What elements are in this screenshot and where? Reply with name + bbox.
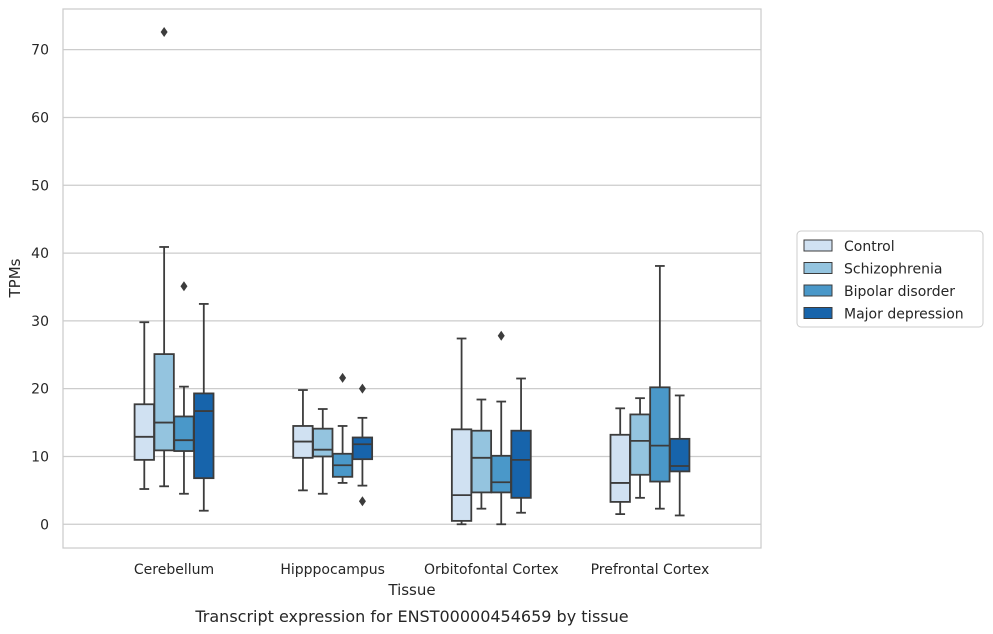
box-schizophrenia-hipppocampus: [312, 408, 334, 495]
box-control-prefrontal-cortex: [609, 407, 631, 516]
box-bipolar-disorder-hipppocampus: [331, 372, 354, 484]
y-tick-label: 30: [31, 314, 49, 330]
legend-label: Bipolar disorder: [844, 284, 955, 300]
y-tick-label: 50: [31, 178, 49, 194]
x-axis-label: Tissue: [387, 581, 435, 599]
y-tick-label: 0: [40, 517, 49, 533]
box-iqr: [173, 415, 195, 452]
box-iqr: [609, 433, 631, 503]
box-iqr: [490, 454, 512, 494]
box-major-depression-orbitofontal-cortex: [510, 377, 532, 514]
y-tick-label: 60: [31, 110, 49, 126]
box-iqr: [629, 413, 651, 476]
box-iqr: [153, 353, 175, 452]
x-tick-label: Hipppocampus: [280, 562, 385, 578]
box-control-cerebellum: [133, 321, 155, 490]
series-major-depression: [193, 303, 691, 517]
y-tick-label: 40: [31, 246, 49, 262]
box-iqr: [351, 436, 374, 461]
box-iqr: [669, 437, 691, 473]
legend-item: Major depression: [803, 307, 964, 323]
y-axis-ticks: 0 10 20 30 40 50 60 70: [31, 43, 49, 534]
legend-label: Control: [844, 239, 895, 255]
outlier-point: [160, 27, 168, 38]
box-series-group: [133, 27, 691, 526]
box-iqr: [470, 429, 493, 494]
legend-swatch: [803, 284, 833, 297]
legend-label: Schizophrenia: [844, 262, 942, 278]
x-axis-ticks: Cerebellum Hipppocampus Orbitofontal Corte…: [134, 562, 709, 578]
outlier-point: [339, 372, 347, 383]
chart-caption: Transcript expression for ENST0000045465…: [194, 607, 628, 626]
x-tick-label: Orbitofontal Cortex: [424, 562, 559, 578]
outlier-point: [358, 383, 366, 394]
box-bipolar-disorder-prefrontal-cortex: [649, 265, 671, 510]
box-control-orbitofontal-cortex: [450, 337, 473, 526]
outlier-point: [358, 496, 366, 507]
box-major-depression-prefrontal-cortex: [669, 394, 691, 517]
outlier-point: [180, 281, 188, 292]
series-schizophrenia: [153, 27, 651, 510]
box-schizophrenia-prefrontal-cortex: [629, 397, 651, 499]
box-major-depression-hipppocampus: [351, 383, 374, 507]
legend-swatch: [803, 307, 833, 319]
box-schizophrenia-cerebellum: [153, 27, 175, 488]
box-iqr: [312, 427, 334, 458]
box-iqr: [450, 428, 473, 522]
series-control: [133, 321, 631, 526]
legend-item: Control: [803, 239, 895, 255]
legend-item: Bipolar disorder: [803, 284, 955, 300]
legend-frame: [796, 230, 984, 328]
box-major-depression-cerebellum: [193, 303, 215, 512]
box-bipolar-disorder-orbitofontal-cortex: [490, 330, 512, 526]
y-tick-label: 10: [31, 449, 49, 465]
box-iqr: [649, 386, 671, 483]
y-tick-label: 70: [31, 43, 49, 59]
x-tick-label: Prefrontal Cortex: [591, 562, 710, 578]
box-iqr: [510, 429, 532, 499]
legend-swatch: [803, 239, 833, 252]
box-iqr: [133, 403, 155, 461]
series-bipolar-disorder: [173, 265, 671, 526]
legend: Control Schizophrenia Bipolar disorder Majo…: [796, 230, 984, 328]
legend-label: Major depression: [844, 307, 964, 323]
x-tick-label: Cerebellum: [134, 562, 214, 578]
y-tick-label: 20: [31, 382, 49, 398]
outlier-point: [497, 330, 505, 341]
y-axis-label: TPMs: [6, 258, 24, 298]
legend-item: Schizophrenia: [803, 262, 942, 278]
legend-swatch: [803, 262, 833, 274]
box-iqr: [193, 392, 215, 480]
